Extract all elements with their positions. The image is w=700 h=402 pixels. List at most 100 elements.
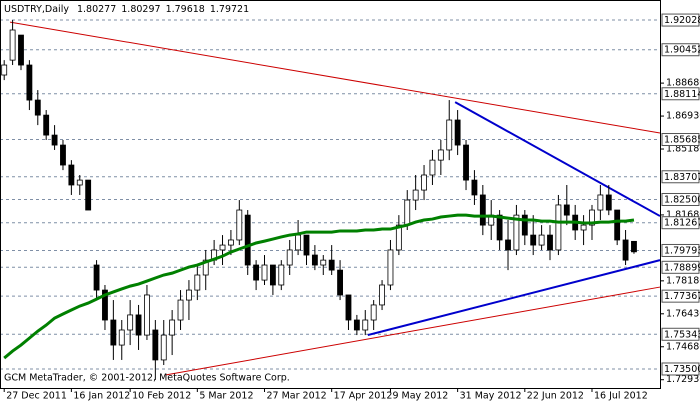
candle-body (580, 224, 587, 231)
x-tick-label: 10 Feb 2012 (132, 391, 191, 402)
candle-body (135, 314, 142, 336)
candle-body (169, 319, 176, 336)
candle-body (144, 294, 150, 336)
moving-average (3, 213, 635, 360)
candle-body (202, 259, 209, 276)
candle-body (26, 64, 33, 101)
candle-body (18, 34, 24, 66)
candle-body (76, 179, 83, 186)
y-tick-label: 1.85180 (666, 144, 700, 155)
candle-body (555, 204, 562, 251)
candle-body (479, 194, 486, 226)
level-label: 1.77367 (664, 291, 700, 302)
candle-body (496, 214, 503, 241)
candle-body (244, 214, 251, 266)
footer: GCM MetaTrader, © 2001-2012, MetaQuotes … (4, 373, 290, 384)
chart-header: USDTRY,Daily 1.80277 1.80297 1.79618 1.79721 (4, 4, 249, 15)
candle-body (530, 234, 537, 246)
trend-line (367, 259, 661, 337)
candle-body (320, 259, 327, 266)
y-tick-label: 1.74680 (666, 341, 700, 352)
candle-body (311, 254, 318, 266)
x-tick-label: 27 Dec 2011 (6, 391, 67, 402)
x-tick-label: 27 Mar 2012 (267, 391, 327, 402)
candle-body (85, 179, 92, 211)
candle-body (127, 314, 134, 331)
candle-body (614, 209, 621, 241)
level-box (661, 243, 700, 257)
candle-body (118, 329, 125, 346)
trend-line (9, 21, 661, 134)
candle-body (412, 189, 419, 201)
candle-body (261, 264, 268, 281)
candle-body (513, 214, 520, 251)
candle-body (353, 319, 360, 331)
level-label: 1.85685 (664, 135, 700, 146)
candle-body (446, 119, 453, 151)
candle-body (160, 334, 167, 361)
x-tick-label: 5 Mar 2012 (199, 391, 253, 402)
level-label: 1.73500 (664, 364, 700, 375)
level-label: 1.82500 (664, 194, 700, 205)
y-tick-label: 1.81680 (666, 209, 700, 220)
candle-body (505, 239, 511, 251)
candle-body (269, 264, 276, 286)
low-value: 1.79618 (166, 4, 205, 15)
candle-body (395, 224, 402, 251)
candle-body (177, 299, 184, 321)
level-box (661, 170, 700, 184)
y-tick-label: 1.76430 (666, 308, 700, 319)
candle-body (547, 234, 553, 251)
candle-body (152, 329, 159, 361)
close-value: 1.79721 (210, 4, 249, 15)
candle-body (60, 144, 66, 166)
candle-body (631, 240, 637, 253)
candle-body (236, 209, 243, 241)
candle-body (404, 199, 411, 226)
candle-body (463, 144, 469, 181)
y-tick-label: 1.78180 (666, 275, 700, 286)
candle-body (253, 264, 260, 281)
candle-body (68, 164, 75, 186)
candle-body (370, 304, 377, 321)
candle-body (227, 239, 234, 246)
level-box (661, 133, 700, 147)
candle-body (471, 179, 478, 196)
x-tick-label: 16 Jan 2012 (73, 391, 130, 402)
level-box (661, 362, 700, 376)
candle-body (521, 214, 528, 236)
candle-body (43, 114, 50, 136)
candle-body (622, 239, 629, 261)
candle-body (345, 294, 352, 321)
candle-body (219, 244, 226, 251)
open-value: 1.80277 (77, 4, 116, 15)
candle-body (194, 274, 201, 291)
y-tick-label: 1.86930 (666, 111, 700, 122)
candle-body (9, 29, 16, 61)
trend-line (454, 101, 661, 217)
level-box (661, 192, 700, 206)
level-box (661, 87, 700, 101)
candle-body (278, 264, 285, 286)
candle-body (337, 269, 343, 296)
candle-body (1, 64, 8, 76)
candle-body (102, 289, 108, 321)
candle-body (605, 194, 612, 211)
x-tick-label: 22 Jun 2012 (527, 391, 584, 402)
candle-body (110, 319, 117, 346)
level-box (661, 216, 700, 230)
candle-body (379, 284, 385, 306)
x-tick-label: 16 Jul 2012 (594, 391, 648, 402)
candle-body (295, 234, 302, 251)
x-tick-label: 31 May 2012 (460, 391, 522, 402)
level-label: 1.88114 (664, 89, 700, 100)
y-tick-label: 1.88680 (666, 78, 700, 89)
candle-body (421, 174, 427, 191)
candle-body (429, 159, 436, 176)
candle-body (51, 134, 58, 146)
level-label: 1.81267 (664, 218, 700, 229)
plot-frame (0, 0, 661, 389)
candle-body (589, 209, 595, 226)
